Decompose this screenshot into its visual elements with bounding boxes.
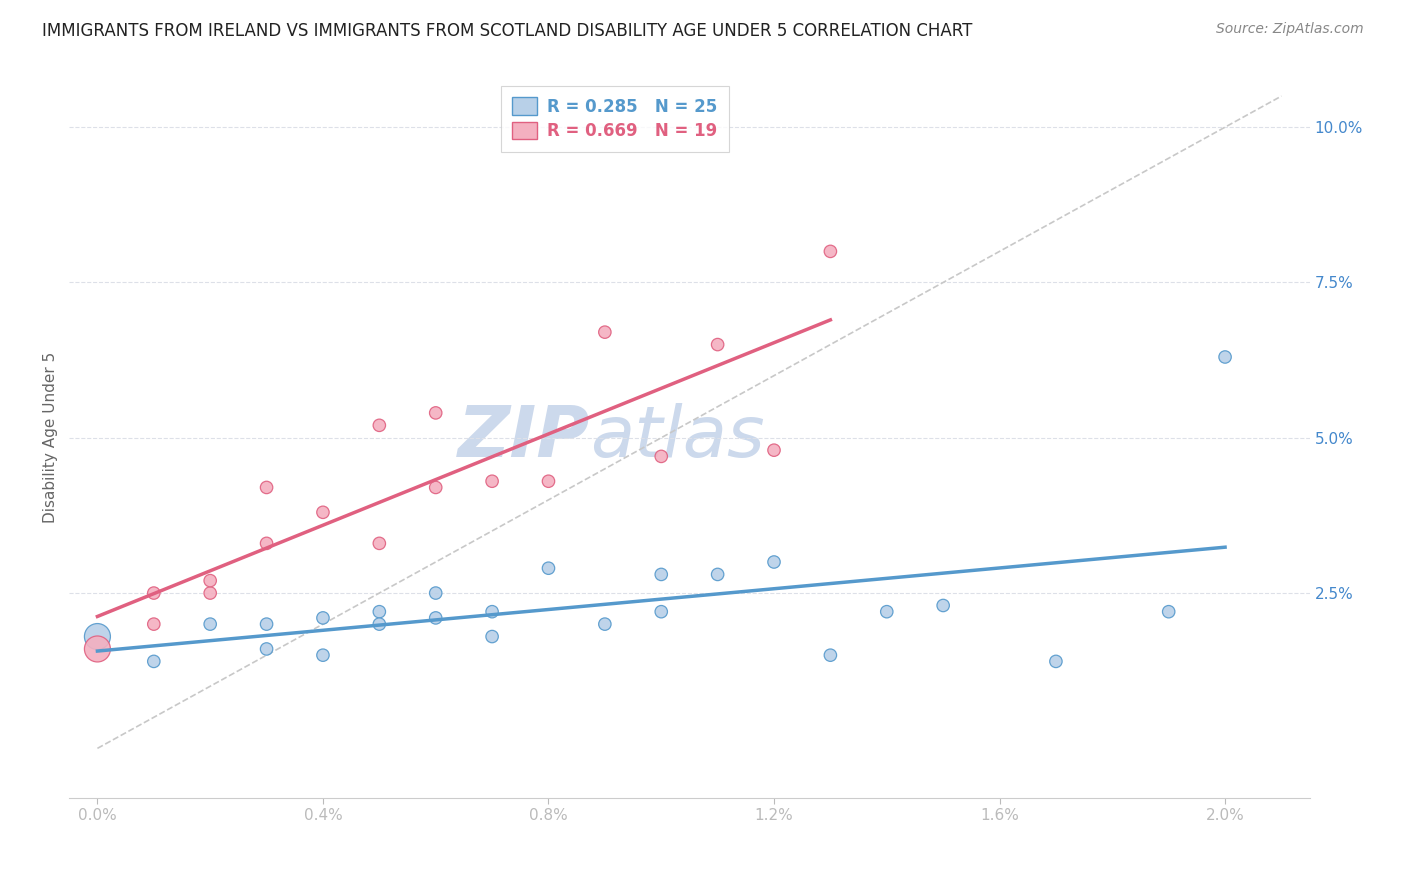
Point bbox=[481, 630, 503, 644]
Point bbox=[256, 617, 278, 632]
Point bbox=[1157, 605, 1180, 619]
Point bbox=[820, 244, 842, 259]
Point bbox=[593, 617, 616, 632]
Point bbox=[932, 599, 955, 613]
Point bbox=[706, 567, 728, 582]
Point bbox=[142, 586, 165, 600]
Point bbox=[256, 480, 278, 494]
Legend: R = 0.285   N = 25, R = 0.669   N = 19: R = 0.285 N = 25, R = 0.669 N = 19 bbox=[501, 86, 730, 153]
Point bbox=[86, 630, 108, 644]
Point bbox=[650, 450, 672, 464]
Point bbox=[481, 605, 503, 619]
Point bbox=[425, 586, 447, 600]
Text: Source: ZipAtlas.com: Source: ZipAtlas.com bbox=[1216, 22, 1364, 37]
Point bbox=[650, 605, 672, 619]
Point bbox=[256, 642, 278, 657]
Point bbox=[142, 654, 165, 668]
Point bbox=[537, 561, 560, 575]
Text: ZIP: ZIP bbox=[458, 403, 591, 472]
Point bbox=[86, 642, 108, 657]
Point bbox=[763, 555, 786, 569]
Point bbox=[706, 337, 728, 351]
Point bbox=[312, 611, 335, 625]
Point bbox=[312, 505, 335, 519]
Y-axis label: Disability Age Under 5: Disability Age Under 5 bbox=[44, 352, 58, 524]
Point bbox=[1045, 654, 1067, 668]
Text: IMMIGRANTS FROM IRELAND VS IMMIGRANTS FROM SCOTLAND DISABILITY AGE UNDER 5 CORRE: IMMIGRANTS FROM IRELAND VS IMMIGRANTS FR… bbox=[42, 22, 973, 40]
Point bbox=[1213, 350, 1236, 364]
Point bbox=[481, 475, 503, 489]
Point bbox=[876, 605, 898, 619]
Point bbox=[368, 536, 391, 550]
Point bbox=[198, 586, 221, 600]
Point bbox=[142, 617, 165, 632]
Point bbox=[368, 617, 391, 632]
Point bbox=[763, 443, 786, 458]
Point bbox=[256, 536, 278, 550]
Point bbox=[425, 611, 447, 625]
Point bbox=[650, 567, 672, 582]
Point bbox=[312, 648, 335, 663]
Point bbox=[368, 418, 391, 433]
Point bbox=[537, 475, 560, 489]
Point bbox=[198, 574, 221, 588]
Text: atlas: atlas bbox=[591, 403, 765, 472]
Point bbox=[425, 480, 447, 494]
Point bbox=[593, 325, 616, 339]
Point bbox=[425, 406, 447, 420]
Point bbox=[198, 617, 221, 632]
Point bbox=[368, 605, 391, 619]
Point bbox=[820, 648, 842, 663]
